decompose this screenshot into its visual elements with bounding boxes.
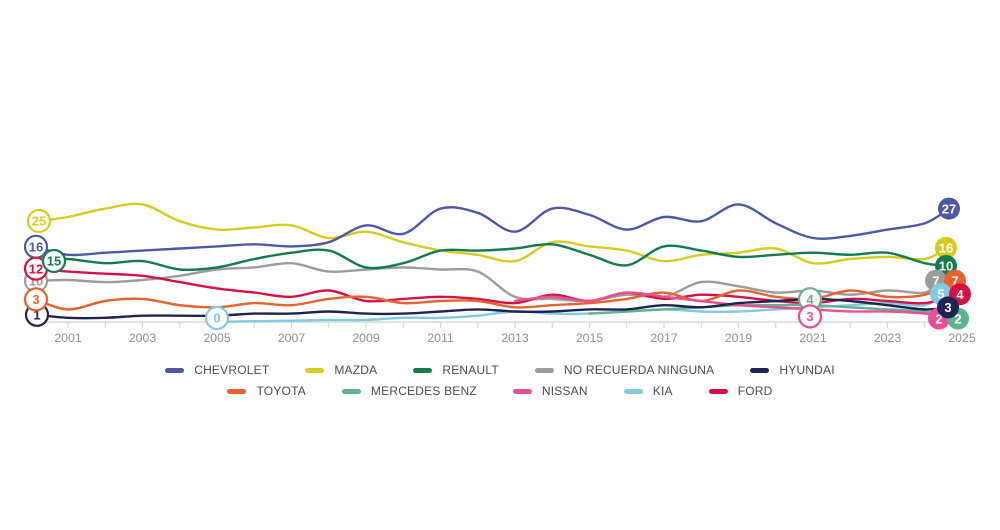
legend-row-2: TOYOTA MERCEDES BENZ NISSAN KIA FORD: [227, 384, 772, 398]
legend-row-1: CHEVROLET MAZDA RENAULT NO RECUERDA NING…: [165, 363, 835, 377]
legend-item-mercedes-benz[interactable]: MERCEDES BENZ: [341, 384, 477, 398]
legend-swatch-mazda: [305, 367, 325, 373]
x-axis-tick-label: 2005: [203, 331, 231, 345]
value-badge-toyota-start: 3: [23, 287, 49, 312]
value-badge-chevrolet-end: 27: [938, 197, 960, 220]
legend-item-hyundai[interactable]: HYUNDAI: [750, 363, 835, 377]
legend-item-nissan[interactable]: NISSAN: [512, 384, 588, 398]
legend-swatch-mercedes-benz: [341, 388, 361, 394]
brand-mentions-line-chart: 2001 2003 2005 2007 2009 2011 2013 2015 2017 2019…: [23, 197, 976, 345]
badge-circle: [41, 248, 67, 274]
legend-label-hyundai: HYUNDAI: [779, 363, 835, 377]
badge-value: 0: [213, 311, 220, 326]
badge-circle: [26, 208, 52, 234]
badge-value: 27: [942, 201, 956, 216]
legend-item-no-recuerda[interactable]: NO RECUERDA NINGUNA: [534, 363, 715, 377]
badge-circle: [23, 287, 49, 312]
series-line-mazda: [37, 202, 948, 265]
legend-swatch-renault: [413, 367, 433, 373]
legend-item-ford[interactable]: FORD: [708, 384, 773, 398]
legend-swatch-chevrolet: [165, 367, 185, 373]
value-badge-kia-mid: 0: [204, 305, 230, 331]
badge-value: 2: [935, 311, 942, 326]
chart-legend: CHEVROLET MAZDA RENAULT NO RECUERDA NING…: [0, 363, 1000, 398]
legend-label-renault: RENAULT: [442, 363, 499, 377]
series-line-nissan: [513, 291, 941, 320]
legend-label-mazda: MAZDA: [334, 363, 378, 377]
legend-label-chevrolet: CHEVROLET: [194, 363, 270, 377]
value-badge-hyundai-end: 3: [937, 296, 959, 319]
x-axis-tick-label: 2021: [799, 331, 827, 345]
series-line-mercedes: [588, 303, 960, 320]
badge-circle: [937, 296, 959, 319]
legend-item-mazda[interactable]: MAZDA: [305, 363, 377, 377]
badge-value: 16: [939, 240, 953, 255]
value-badge-chevrolet-start: 16: [23, 234, 49, 259]
value-badge-ford-start: 12: [23, 256, 49, 281]
legend-swatch-no-recuerda: [534, 367, 554, 373]
value-badge-nissan-mid: 3: [797, 304, 823, 329]
legend-item-renault[interactable]: RENAULT: [413, 363, 499, 377]
legend-swatch-toyota: [227, 388, 247, 394]
value-badge-mazda-end: 16: [935, 236, 957, 259]
x-axis-tick-label: 2007: [278, 331, 306, 345]
x-axis-tick-label: 2011: [427, 331, 454, 345]
legend-item-toyota[interactable]: TOYOTA: [227, 384, 306, 398]
badge-value: 10: [939, 259, 953, 274]
series-line-renault: [52, 242, 948, 272]
legend-swatch-kia: [623, 388, 643, 394]
badge-circle: [797, 304, 823, 329]
badge-value: 5: [937, 287, 944, 302]
x-axis-tick-label: 2001: [54, 331, 82, 345]
x-axis-tick-label: 2013: [501, 331, 529, 345]
legend-swatch-nissan: [512, 388, 532, 394]
x-axis-tick-label: 2023: [874, 331, 902, 345]
badge-value: 4: [956, 287, 964, 302]
badge-circle: [935, 236, 957, 259]
legend-label-nissan: NISSAN: [541, 384, 588, 398]
legend-label-mercedes-benz: MERCEDES BENZ: [370, 384, 477, 398]
legend-item-chevrolet[interactable]: CHEVROLET: [165, 363, 269, 377]
x-axis-tick-label: 2019: [725, 331, 753, 345]
legend-label-ford: FORD: [737, 384, 773, 398]
badge-value: 2: [954, 311, 961, 326]
legend-label-no-recuerda: NO RECUERDA NINGUNA: [563, 363, 715, 377]
badge-circle: [938, 197, 960, 220]
series-line-chevrolet: [34, 203, 951, 257]
badge-value: 3: [944, 300, 951, 315]
value-badge-mazda-start: 25: [26, 208, 52, 234]
legend-item-kia[interactable]: KIA: [623, 384, 673, 398]
legend-label-kia: KIA: [652, 384, 673, 398]
legend-swatch-ford: [708, 388, 728, 394]
x-axis-tick-label: 2003: [129, 331, 157, 345]
badge-value: 15: [47, 254, 61, 269]
badge-value: 7: [932, 273, 939, 288]
badge-value: 3: [806, 309, 813, 324]
badge-value: 4: [806, 292, 814, 307]
x-axis-tick-label: 2015: [576, 331, 604, 345]
x-axis-tick-label: 2009: [352, 331, 380, 345]
x-axis-tick-label: 2025: [948, 331, 976, 345]
badge-value: 1: [33, 307, 40, 322]
badge-value: 7: [951, 273, 958, 288]
x-axis-tick-label: 2017: [650, 331, 678, 345]
badge-value: 12: [29, 261, 43, 276]
badge-circle: [204, 305, 230, 331]
badge-value: 3: [32, 292, 39, 307]
value-badge-renault-start: 15: [41, 248, 67, 274]
badge-value: 25: [32, 214, 46, 229]
badge-value: 16: [29, 239, 43, 254]
legend-swatch-hyundai: [750, 367, 770, 373]
legend-label-toyota: TOYOTA: [256, 384, 306, 398]
